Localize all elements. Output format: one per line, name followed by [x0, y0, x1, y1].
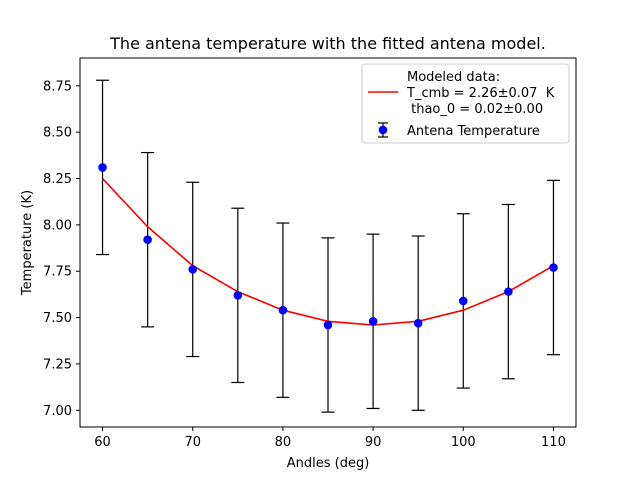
data-point [233, 291, 243, 300]
data-point [278, 305, 288, 315]
x-axis: 60 70 80 90 100 110 [94, 427, 566, 450]
legend-box [361, 63, 570, 144]
y-tick-label: 7.75 [43, 265, 72, 280]
x-axis-label: Andles (deg) [287, 456, 370, 471]
y-tick-label: 7.25 [43, 357, 72, 372]
data-point [458, 296, 468, 306]
legend-errorbar-marker [378, 125, 388, 135]
data-point [98, 163, 107, 172]
legend-errorbar-label: Antena Temperature [407, 124, 540, 139]
data-point [188, 265, 198, 274]
data-point [323, 320, 333, 330]
y-axis-label: Temperature (K) [20, 190, 35, 296]
chart-title: The antena temperature with the fitted a… [109, 34, 546, 53]
x-tick-label: 100 [451, 435, 476, 450]
y-tick-label: 8.75 [43, 79, 72, 94]
legend-model-label: thao_0 = 0.02±0.00 [407, 102, 543, 117]
legend: Modeled data:T_cmb = 2.26±0.07 K thao_0 … [361, 63, 570, 144]
y-tick-label: 8.00 [43, 218, 72, 233]
y-tick-label: 7.50 [43, 311, 72, 326]
data-point [504, 287, 513, 296]
data-point [143, 235, 152, 245]
x-tick-label: 70 [184, 435, 201, 450]
legend-model-label: T_cmb = 2.26±0.07 K [406, 86, 555, 101]
y-tick-label: 7.00 [43, 404, 72, 419]
x-tick-label: 110 [541, 435, 566, 450]
x-tick-label: 80 [275, 435, 292, 450]
data-point [413, 318, 423, 328]
x-tick-label: 90 [365, 435, 382, 450]
y-tick-label: 8.25 [43, 172, 72, 187]
axes-frame [79, 57, 577, 428]
legend-model-label: Modeled data: [407, 70, 500, 85]
data-point [549, 263, 558, 272]
data-point [368, 317, 378, 326]
x-tick-label: 60 [94, 435, 111, 450]
y-axis: 7.00 7.25 7.50 7.75 8.00 8.25 8.50 8.75 [43, 79, 80, 419]
y-tick-label: 8.50 [43, 126, 72, 141]
plot-area [96, 79, 560, 413]
